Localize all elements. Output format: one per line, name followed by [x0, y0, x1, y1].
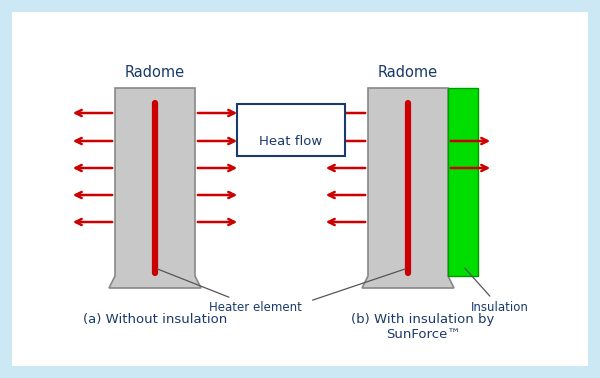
Text: Heater element: Heater element	[158, 269, 301, 314]
Text: Radome: Radome	[378, 65, 438, 80]
Text: Heat flow: Heat flow	[259, 135, 323, 148]
Text: (a) Without insulation: (a) Without insulation	[83, 313, 227, 326]
Bar	[448, 88, 478, 276]
Bar	[237, 104, 345, 156]
Text: (b) With insulation by
SunForce™: (b) With insulation by SunForce™	[352, 313, 494, 341]
Polygon shape	[109, 88, 201, 288]
Text: Radome: Radome	[125, 65, 185, 80]
Text: Insulation: Insulation	[465, 268, 529, 314]
Polygon shape	[362, 88, 454, 288]
